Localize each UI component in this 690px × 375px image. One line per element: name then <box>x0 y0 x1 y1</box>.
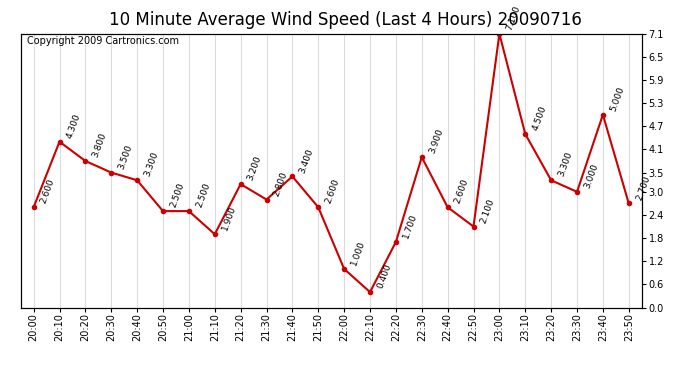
Text: 1.000: 1.000 <box>350 239 367 267</box>
Text: Copyright 2009 Cartronics.com: Copyright 2009 Cartronics.com <box>27 36 179 46</box>
Text: 2.100: 2.100 <box>479 197 496 224</box>
Text: 3.400: 3.400 <box>298 147 315 174</box>
Text: 2.500: 2.500 <box>168 182 186 209</box>
Text: 2.600: 2.600 <box>324 178 341 205</box>
Text: 2.800: 2.800 <box>272 170 289 197</box>
Text: 0.400: 0.400 <box>375 262 393 290</box>
Text: 3.900: 3.900 <box>427 128 444 155</box>
Text: 4.300: 4.300 <box>65 112 82 140</box>
Text: 3.000: 3.000 <box>582 162 600 190</box>
Text: 2.500: 2.500 <box>195 182 212 209</box>
Text: 2.600: 2.600 <box>453 178 471 205</box>
Text: 3.500: 3.500 <box>117 143 134 170</box>
Text: 4.500: 4.500 <box>531 105 548 132</box>
Text: 2.600: 2.600 <box>39 178 57 205</box>
Text: 3.300: 3.300 <box>143 151 160 178</box>
Text: 5.000: 5.000 <box>609 85 626 112</box>
Text: 3.200: 3.200 <box>246 154 264 182</box>
Text: 10 Minute Average Wind Speed (Last 4 Hours) 20090716: 10 Minute Average Wind Speed (Last 4 Hou… <box>108 11 582 29</box>
Text: 3.300: 3.300 <box>557 151 574 178</box>
Text: 3.800: 3.800 <box>91 131 108 159</box>
Text: 7.100: 7.100 <box>505 4 522 32</box>
Text: 2.700: 2.700 <box>634 174 651 201</box>
Text: 1.900: 1.900 <box>220 205 237 232</box>
Text: 1.700: 1.700 <box>402 212 419 240</box>
